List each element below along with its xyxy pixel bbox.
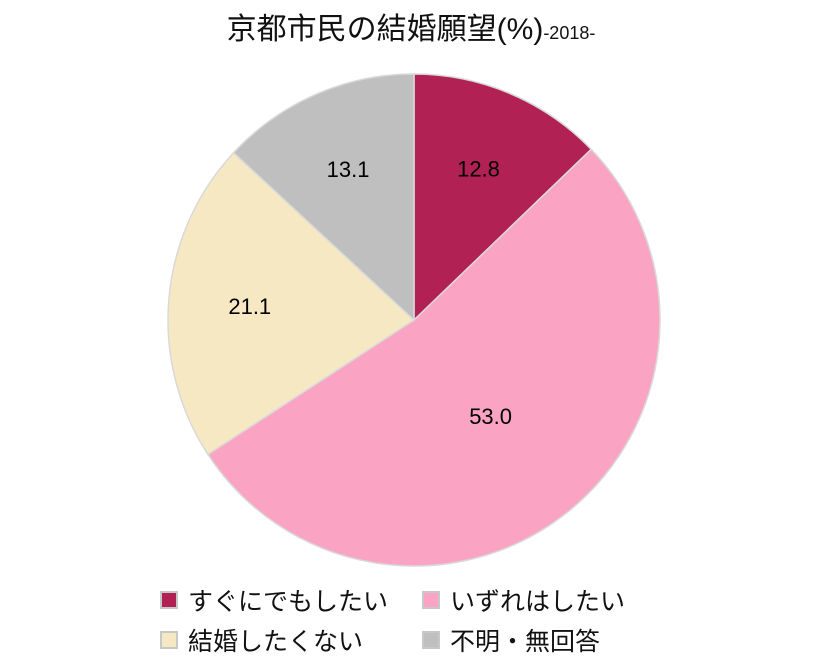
- legend-swatch: [160, 631, 178, 649]
- chart-title-year: -2018-: [543, 23, 596, 43]
- chart-title: 京都市民の結婚願望(%)-2018-: [0, 8, 822, 55]
- legend-swatch: [422, 591, 440, 609]
- slice-fumei: [232, 73, 415, 322]
- legend-item-shitakunai: 結婚したくない: [160, 622, 422, 658]
- pie-slices: [167, 73, 661, 567]
- legend-label: いずれはしたい: [450, 587, 626, 616]
- legend-swatch: [160, 591, 178, 609]
- pie-labels: 12.8 53.0 21.1 13.1: [228, 156, 512, 429]
- slice-value-label: 12.8: [457, 156, 500, 181]
- legend-row: すぐにでもしたい いずれはしたい: [160, 580, 680, 620]
- chart-title-unit: (%): [496, 13, 544, 46]
- legend-label: 不明・無回答: [450, 627, 601, 656]
- slice-value-label: 53.0: [469, 404, 512, 429]
- legend-item-izure: いずれはしたい: [422, 582, 625, 618]
- legend-item-sugu: すぐにでもしたい: [160, 582, 422, 618]
- slice-izure: [206, 148, 661, 567]
- chart-title-main: 京都市民の結婚願望: [226, 12, 497, 47]
- legend-row: 結婚したくない 不明・無回答: [160, 620, 680, 660]
- legend-swatch: [422, 631, 440, 649]
- legend-label: 結婚したくない: [188, 627, 364, 656]
- legend: すぐにでもしたい いずれはしたい 結婚したくない 不明・無回答: [160, 580, 680, 660]
- slice-value-label: 21.1: [228, 294, 271, 319]
- slice-value-label: 13.1: [327, 157, 370, 182]
- legend-item-fumei: 不明・無回答: [422, 622, 600, 658]
- slice-sugu: [413, 73, 593, 322]
- slice-shitakunai: [167, 151, 416, 456]
- legend-label: すぐにでもしたい: [188, 587, 389, 616]
